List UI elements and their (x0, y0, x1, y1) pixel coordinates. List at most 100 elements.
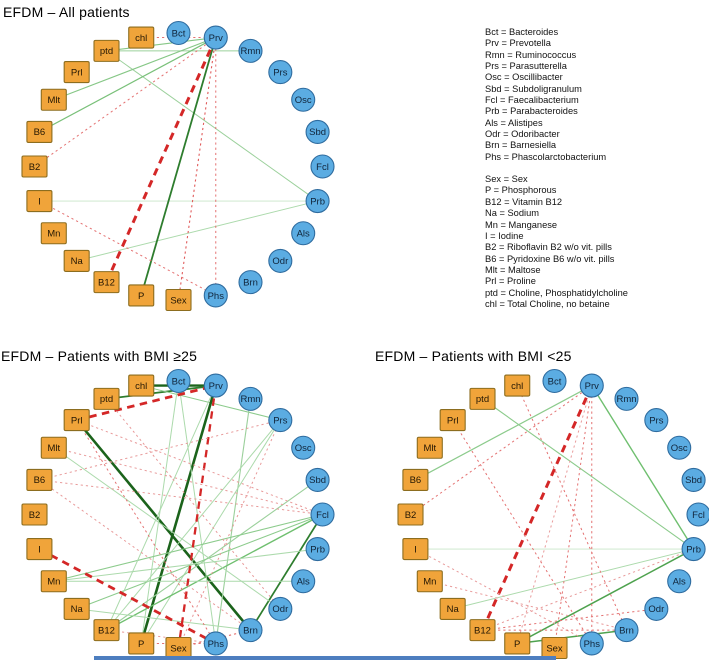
edge-Prv-Sex (177, 385, 217, 649)
factor-node-square (63, 61, 90, 84)
node-Phs: Phs (203, 283, 228, 308)
node-Prl: Prl (439, 409, 466, 432)
edge-Prs-Sex (178, 419, 281, 649)
factor-node-square (439, 597, 466, 620)
factor-node-square (40, 222, 67, 245)
factor-node-square (93, 387, 120, 410)
edge-ptd-Prb (482, 398, 694, 550)
bottom-blue-bar (94, 656, 556, 660)
edge-Odr-Mlt (53, 447, 281, 610)
node-Prv: Prv (203, 373, 228, 398)
edge-Prs-B12 (106, 419, 281, 631)
edge-Mlt-Fcl (53, 447, 323, 515)
node-label: Na (71, 256, 84, 267)
bacteria-node-circle (310, 154, 335, 179)
network-diagram-bmi-ge25: Bct Prv Rmn Prs Osc Sbd Fcl Prb Als Odr Brn Phs Sex P… (21, 368, 335, 660)
bacteria-node-circle (305, 467, 330, 492)
node-label: Fcl (316, 162, 329, 173)
bacteria-node-circle (238, 386, 263, 411)
node-B2: B2 (21, 155, 48, 178)
node-P: P (128, 632, 155, 655)
node-Sbd: Sbd (305, 119, 330, 144)
bacteria-node-circle (305, 189, 330, 214)
edge-Bct-Phs (178, 380, 217, 644)
legend-line: Odr = Odoribacter (485, 129, 560, 140)
node-label: B6 (34, 127, 46, 138)
bacteria-node-circle (238, 618, 263, 643)
node-label: Mn (47, 577, 60, 588)
node-label: Rmn (240, 46, 260, 57)
node-label: Prl (71, 415, 83, 426)
node-label: Prs (273, 67, 288, 78)
bacteria-node-circle (667, 569, 692, 594)
node-label: Brn (243, 277, 258, 288)
edge-B6-Brn (39, 479, 251, 631)
node-Mn: Mn (40, 222, 67, 245)
node-I: I (402, 538, 429, 561)
edge-Prv-Prb (591, 385, 695, 550)
node-label: B12 (98, 277, 115, 288)
factor-node-square (402, 468, 429, 491)
node-Brn: Brn (238, 618, 263, 643)
node-label: Osc (295, 443, 312, 454)
node-Prl: Prl (63, 61, 90, 84)
factor-node-square (93, 271, 120, 294)
edge-B2-Prv (34, 37, 217, 167)
node-label: B2 (29, 510, 41, 521)
factor-node-square (26, 468, 53, 491)
legend-line: ptd = Choline, Phosphatidylcholine (485, 287, 628, 298)
bacteria-node-circle (542, 368, 567, 394)
node-Als: Als (291, 569, 316, 594)
node-Prs: Prs (268, 408, 293, 433)
node-Mn: Mn (40, 570, 67, 593)
node-label: Osc (671, 443, 688, 454)
factor-node-square (402, 538, 429, 561)
factor-node-square (21, 155, 48, 178)
edge-B6-Fcl (39, 479, 323, 515)
legend-line: B2 = Riboflavin B2 w/o vit. pills (485, 242, 612, 253)
node-Na: Na (439, 597, 466, 620)
edge-B12-Prv (105, 36, 218, 283)
node-label: Rmn (616, 394, 636, 405)
factor-node-square (63, 409, 90, 432)
bacteria-node-circle (268, 60, 293, 85)
node-B6: B6 (26, 120, 53, 143)
edge-P-Prv (140, 37, 217, 296)
legend-line: Mn = Manganese (485, 219, 558, 230)
edge-I-Phs (38, 547, 217, 645)
edge-Na-Brn (76, 608, 251, 631)
node-label: B6 (34, 475, 46, 486)
node-label: Na (71, 604, 84, 615)
legend-line: I = Iodine (485, 230, 524, 241)
node-label: Mn (47, 229, 60, 240)
factor-node-square (128, 374, 155, 397)
node-Prl: Prl (63, 409, 90, 432)
factor-node-square (165, 288, 192, 312)
node-Brn: Brn (238, 270, 263, 295)
node-Als: Als (291, 221, 316, 246)
node-label: Prb (310, 544, 325, 555)
node-label: Als (297, 577, 310, 588)
node-Prs: Prs (268, 60, 293, 85)
node-label: Prb (310, 196, 325, 207)
node-label: B6 (410, 475, 422, 486)
edge-B2-Prv (410, 385, 593, 515)
edge-ptd-Prv (106, 384, 216, 400)
node-B6: B6 (402, 468, 429, 491)
factor-node-square (40, 436, 67, 459)
factor-node-square (40, 88, 67, 111)
node-label: B12 (98, 625, 115, 636)
bacteria-node-circle (291, 221, 316, 246)
node-label: P (138, 291, 144, 302)
node-B6: B6 (26, 468, 53, 491)
node-label: Phs (208, 639, 225, 650)
node-label: ptd (476, 394, 489, 405)
legend-line: Sex = Sex (485, 174, 528, 185)
node-Osc: Osc (291, 87, 316, 112)
edge-Prl-Phs (452, 419, 593, 644)
node-ptd: ptd (93, 39, 120, 62)
factor-node-square (128, 26, 155, 49)
node-label: B12 (474, 625, 491, 636)
bacteria-node-circle (203, 283, 228, 308)
node-ptd: ptd (93, 387, 120, 410)
